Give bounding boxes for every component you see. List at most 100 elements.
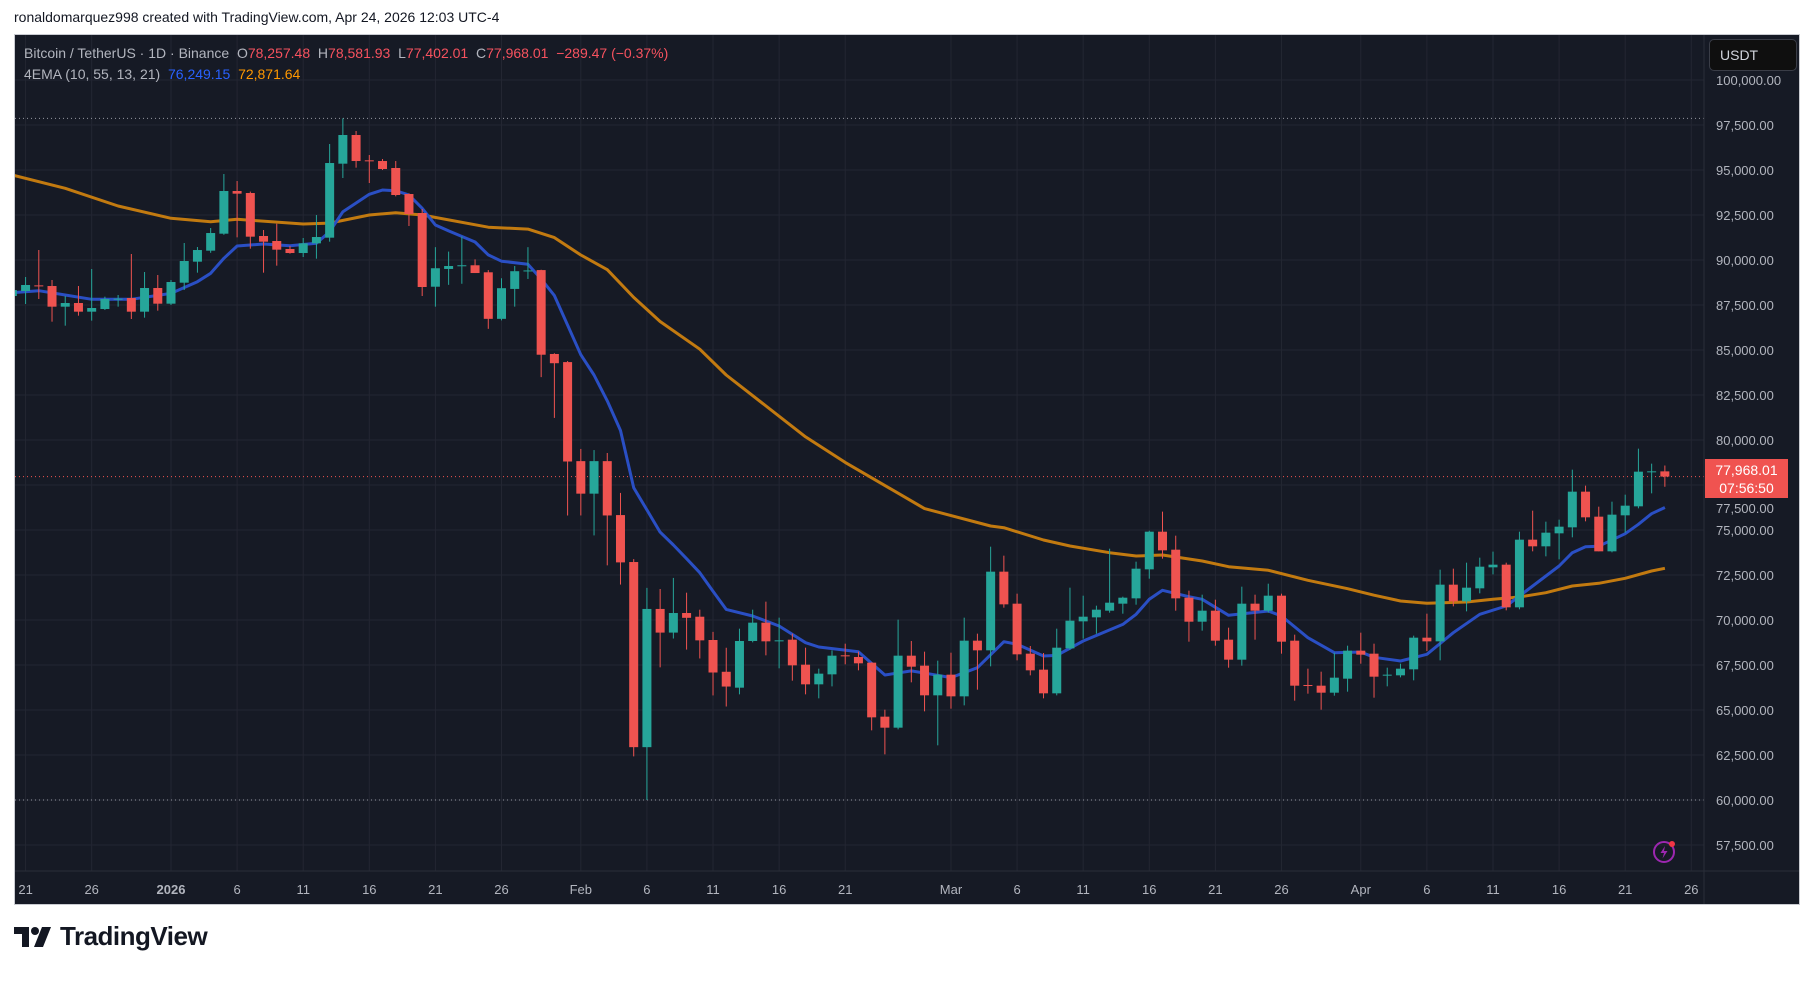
candle[interactable] [1409, 635, 1419, 681]
candle[interactable] [272, 223, 282, 266]
candle[interactable] [946, 652, 956, 709]
candle[interactable] [166, 279, 176, 306]
candle[interactable] [563, 360, 573, 516]
candle[interactable] [655, 588, 665, 668]
candle[interactable] [1091, 605, 1101, 634]
lightning-bolt-icon[interactable] [1652, 840, 1676, 864]
candle[interactable] [87, 269, 97, 321]
candle[interactable] [338, 118, 348, 179]
candle[interactable] [1263, 583, 1273, 613]
candle[interactable] [774, 617, 784, 669]
indicator-title[interactable]: 4EMA (10, 55, 13, 21) [24, 66, 161, 82]
candle[interactable] [986, 546, 996, 667]
candle[interactable] [1514, 531, 1524, 610]
time-axis[interactable]: 21 26 2026 6 11 16 21 26 Feb 6 11 16 21 Mar 6 11 16 21 26 A… [18, 882, 1698, 897]
candle[interactable] [1025, 646, 1035, 676]
candle[interactable] [853, 651, 863, 671]
candle[interactable] [1250, 594, 1260, 640]
candle[interactable] [867, 662, 877, 731]
candle[interactable] [536, 269, 546, 378]
candle[interactable] [748, 609, 758, 643]
candle[interactable] [1303, 668, 1313, 694]
candle[interactable] [457, 236, 467, 284]
candle[interactable] [470, 259, 480, 274]
candle[interactable] [827, 650, 837, 687]
candle[interactable] [232, 181, 242, 238]
candle[interactable] [8, 289, 17, 297]
candle[interactable] [259, 230, 269, 273]
candle[interactable] [1210, 599, 1220, 646]
candle[interactable] [1065, 587, 1075, 650]
candle[interactable] [1488, 551, 1498, 575]
candle[interactable] [21, 277, 31, 305]
candle[interactable] [933, 660, 943, 746]
candle[interactable] [73, 286, 83, 316]
candle[interactable] [906, 641, 916, 683]
symbol-title[interactable]: Bitcoin / TetherUS · 1D · Binance [24, 45, 230, 61]
candle[interactable] [391, 161, 401, 197]
candle[interactable] [1329, 652, 1339, 696]
candle[interactable] [1290, 634, 1300, 701]
candle[interactable] [1184, 590, 1194, 642]
candle[interactable] [1448, 568, 1458, 607]
candle[interactable] [589, 450, 599, 536]
candle[interactable] [1237, 586, 1247, 666]
candle[interactable] [1475, 557, 1485, 594]
candle[interactable] [787, 633, 797, 681]
candle[interactable] [285, 246, 295, 254]
candle[interactable] [1276, 593, 1286, 654]
candle[interactable] [920, 651, 930, 712]
candle[interactable] [1343, 645, 1353, 692]
candle[interactable] [1395, 663, 1405, 678]
candle[interactable] [1501, 562, 1511, 611]
candle[interactable] [1052, 628, 1062, 696]
candle[interactable] [1541, 521, 1551, 557]
indicator-legend[interactable]: 4EMA (10, 55, 13, 21) 76,249.15 72,871.6… [24, 66, 300, 82]
candle[interactable] [1039, 652, 1049, 699]
candle[interactable] [1224, 627, 1234, 668]
candle[interactable] [801, 647, 811, 695]
candle[interactable] [1528, 510, 1538, 552]
candle[interactable] [510, 266, 520, 307]
candle[interactable] [523, 247, 533, 279]
candle[interactable] [364, 155, 374, 184]
candle[interactable] [629, 559, 639, 757]
candle[interactable] [1554, 519, 1564, 560]
candle[interactable] [893, 619, 903, 730]
candle[interactable] [1197, 594, 1207, 631]
candle[interactable] [1012, 593, 1022, 661]
candle[interactable] [351, 131, 361, 168]
candle[interactable] [497, 278, 506, 321]
candle[interactable] [47, 279, 57, 322]
candle[interactable] [1607, 501, 1617, 553]
candle[interactable] [311, 215, 321, 259]
candle[interactable] [1118, 596, 1128, 614]
candle[interactable] [430, 247, 440, 307]
candle[interactable] [695, 609, 705, 659]
candle[interactable] [1131, 561, 1141, 605]
candle[interactable] [1581, 485, 1591, 522]
candle[interactable] [1633, 448, 1643, 509]
candle[interactable] [404, 193, 414, 227]
candle[interactable] [1105, 548, 1115, 613]
candle[interactable] [483, 270, 493, 329]
candle[interactable] [1594, 506, 1604, 552]
candle[interactable] [880, 709, 890, 755]
candle[interactable] [219, 174, 229, 235]
candle[interactable] [1144, 530, 1154, 579]
candle[interactable] [549, 353, 559, 418]
candle[interactable] [734, 628, 744, 695]
candle[interactable] [140, 272, 150, 318]
candle[interactable] [179, 243, 189, 291]
candle[interactable] [840, 643, 850, 665]
candle[interactable] [1620, 494, 1630, 533]
candle[interactable] [325, 144, 335, 242]
candle[interactable] [417, 209, 427, 296]
candle[interactable] [1316, 671, 1326, 710]
candle[interactable] [972, 633, 982, 690]
candle[interactable] [206, 228, 216, 253]
candle[interactable] [814, 668, 824, 699]
candle[interactable] [378, 159, 388, 171]
candle[interactable] [60, 296, 70, 326]
